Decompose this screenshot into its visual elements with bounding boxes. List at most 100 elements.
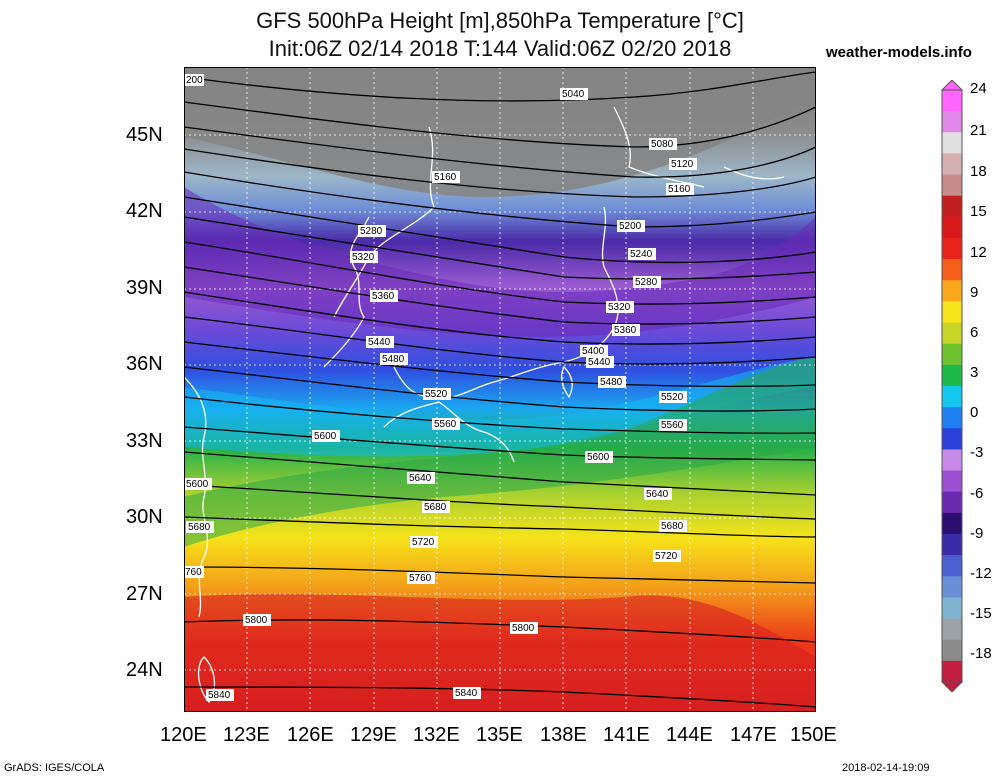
- svg-text:5600: 5600: [186, 479, 209, 490]
- colorbar-swatch: [942, 597, 962, 620]
- svg-text:5280: 5280: [635, 277, 658, 288]
- contour-label: 5760: [407, 572, 435, 584]
- colorbar-swatch: [942, 534, 962, 556]
- colorbar-swatch: [942, 386, 962, 408]
- weather-map: 200 5040 5080 5120 5160 5160 5200 5240 5…: [184, 67, 816, 712]
- svg-text:5440: 5440: [368, 337, 391, 348]
- height-contours: [184, 71, 816, 708]
- contour-label: 5680: [422, 501, 450, 513]
- colorbar-swatch: [942, 280, 962, 302]
- colorbar-tick: 24: [970, 80, 987, 97]
- colorbar-tick: -12: [970, 565, 992, 582]
- contour-label: 5600: [585, 451, 613, 463]
- contour-label: 5080: [649, 138, 677, 150]
- contour-label: 5280: [358, 225, 386, 237]
- chart-title-line1: GFS 500hPa Height [m],850hPa Temperature…: [256, 8, 744, 33]
- lon-label: 141E: [603, 724, 650, 746]
- contour-label: 5160: [666, 183, 694, 195]
- contour-label: 5480: [380, 353, 408, 365]
- lat-label: 27N: [126, 583, 163, 605]
- contour-label: 5320: [350, 251, 378, 263]
- contour-label: 5560: [659, 419, 687, 431]
- svg-text:5680: 5680: [661, 521, 684, 532]
- colorbar-tick: -9: [970, 525, 984, 542]
- contour-label: 5800: [243, 614, 271, 626]
- contour-label: 5360: [370, 290, 398, 302]
- svg-text:5840: 5840: [208, 690, 231, 701]
- svg-text:5560: 5560: [661, 420, 684, 431]
- svg-text:760: 760: [185, 567, 202, 578]
- svg-text:5720: 5720: [655, 551, 678, 562]
- colorbar-swatch: [942, 512, 962, 535]
- colorbar-swatch: [942, 322, 962, 345]
- contour-label: 5560: [432, 418, 460, 430]
- contour-label: 5440: [586, 356, 614, 368]
- colorbar-swatch: [942, 639, 962, 662]
- svg-text:5160: 5160: [668, 184, 691, 195]
- lat-label: 24N: [126, 659, 163, 681]
- colorbar-swatch: [942, 259, 962, 281]
- svg-text:5560: 5560: [434, 419, 457, 430]
- contour-label: 5480: [598, 376, 626, 388]
- contour-label: 5400: [580, 345, 608, 357]
- colorbar-swatch: [942, 364, 962, 387]
- contour-label: 5680: [186, 521, 214, 533]
- contour-label: 5240: [628, 248, 656, 260]
- colorbar-tick: 6: [970, 324, 979, 341]
- contour-label: 5360: [612, 324, 640, 336]
- lon-label: 123E: [223, 724, 270, 746]
- svg-text:5360: 5360: [614, 325, 637, 336]
- colorbar-swatch: [942, 153, 962, 176]
- colorbar-swatch: [942, 111, 962, 133]
- contour-label: 5120: [669, 158, 697, 170]
- svg-text:5200: 5200: [619, 221, 642, 232]
- colorbar-swatch: [942, 660, 962, 683]
- contour-label: 5640: [407, 472, 435, 484]
- site-credit: weather-models.info: [826, 44, 972, 61]
- lat-label: 45N: [126, 124, 163, 146]
- svg-text:5640: 5640: [409, 473, 432, 484]
- colorbar-tick: 15: [970, 203, 987, 220]
- contour-label: 5280: [633, 276, 661, 288]
- svg-text:5240: 5240: [630, 249, 653, 260]
- svg-text:5680: 5680: [424, 502, 447, 513]
- svg-text:5520: 5520: [661, 392, 684, 403]
- colorbar-swatch: [942, 238, 962, 260]
- svg-text:5680: 5680: [188, 522, 211, 533]
- contour-label: 5200: [617, 220, 645, 232]
- colorbar-tick: 18: [970, 163, 987, 180]
- colorbar-tick: -6: [970, 485, 984, 502]
- footer-timestamp: 2018-02-14-19:09: [842, 762, 930, 774]
- svg-text:5040: 5040: [562, 89, 585, 100]
- colorbar-swatch: [942, 428, 962, 450]
- svg-text:5160: 5160: [434, 172, 457, 183]
- svg-text:5520: 5520: [425, 389, 448, 400]
- contour-labels: 200 5040 5080 5120 5160 5160 5200 5240 5…: [184, 74, 697, 701]
- colorbar-tick: 9: [970, 284, 979, 301]
- lon-label: 129E: [350, 724, 397, 746]
- svg-text:5120: 5120: [671, 159, 694, 170]
- svg-text:5280: 5280: [360, 226, 383, 237]
- lat-label: 33N: [126, 430, 163, 452]
- colorbar-swatch: [942, 216, 962, 239]
- colorbar-swatch: [942, 301, 962, 324]
- contour-label: 5160: [432, 171, 460, 183]
- lon-label: 150E: [790, 724, 837, 746]
- colorbar-swatch: [942, 470, 962, 493]
- colorbar-frame: [941, 89, 963, 683]
- svg-text:200: 200: [186, 75, 203, 86]
- svg-text:5800: 5800: [245, 615, 268, 626]
- contour-label: 5680: [659, 520, 687, 532]
- colorbar-swatch: [942, 407, 962, 429]
- contour-label: 5520: [423, 388, 451, 400]
- svg-text:5600: 5600: [314, 431, 337, 442]
- colorbar-tick: 12: [970, 244, 987, 261]
- colorbar-swatch: [942, 555, 962, 577]
- contour-label: 200: [184, 74, 204, 86]
- contour-label: 5840: [453, 687, 481, 699]
- svg-text:5080: 5080: [651, 139, 674, 150]
- colorbar-swatch: [942, 90, 962, 112]
- footer-credit: GrADS: IGES/COLA: [4, 762, 105, 774]
- map-grid: [184, 67, 816, 712]
- contour-label: 5520: [659, 391, 687, 403]
